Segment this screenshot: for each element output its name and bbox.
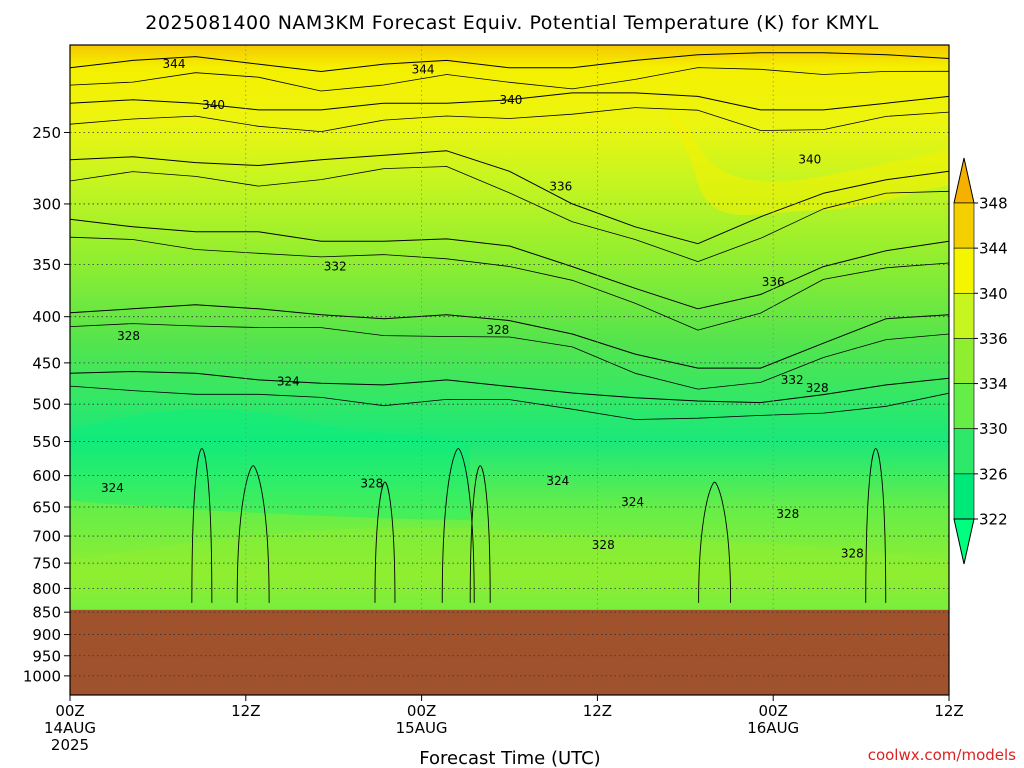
moist-band-left	[70, 409, 470, 520]
colorbar-extend-top	[953, 157, 975, 204]
source-watermark: coolwx.com/models	[867, 746, 1016, 764]
convective-plume-contour	[441, 448, 475, 603]
x-tick-label: 00Z	[759, 702, 788, 720]
plot-frame	[69, 44, 950, 696]
contour-label: 328	[841, 547, 864, 561]
x-tick-label: 00Z	[55, 702, 84, 720]
x-tick-label: 12Z	[231, 702, 260, 720]
convective-plume-contour	[191, 448, 213, 603]
isopleth-intermediate-332	[69, 236, 950, 331]
contour-label: 332	[324, 260, 347, 274]
chart-title: 2025081400 NAM3KM Forecast Equiv. Potent…	[145, 12, 878, 34]
y-axis: 250 300 350 400 450 500 550 600 650 700 750 800 850 9…	[23, 124, 70, 685]
grid	[70, 45, 949, 695]
field-background	[70, 45, 949, 610]
contour-label: 340	[798, 153, 821, 167]
isopleth-intermediate-344	[69, 67, 950, 92]
y-tick-label: 950	[32, 647, 61, 665]
y-tick-label: 850	[32, 604, 61, 622]
contour-label: 332	[781, 373, 804, 387]
isopleth-340	[69, 92, 950, 111]
colorbar-segment	[953, 247, 975, 294]
contour-label: 324	[621, 495, 644, 509]
y-tick-label: 800	[32, 580, 61, 598]
colorbar: 348 344 340 336 334 330 326 322	[953, 157, 1008, 565]
colorbar-label: 336	[979, 330, 1008, 348]
isopleth-324	[69, 371, 950, 404]
isopleth-intermediate-324	[69, 385, 950, 420]
y-tick-label: 350	[32, 256, 61, 274]
x-tick-label: 16AUG	[747, 719, 799, 737]
colorbar-extend-bottom	[953, 518, 975, 565]
isopleth-332	[69, 218, 950, 310]
x-tick-label: 2025	[51, 736, 89, 754]
x-tick-label: 14AUG	[44, 719, 96, 737]
contour-label: 328	[117, 329, 140, 343]
colorbar-label: 330	[979, 420, 1008, 438]
convective-plume-contour	[469, 465, 491, 603]
contour-label: 328	[776, 507, 799, 521]
y-tick-label: 900	[32, 626, 61, 644]
colorbar-label: 348	[979, 195, 1008, 213]
warm-patch-upper-right	[585, 70, 949, 215]
contour-label: 340	[202, 98, 225, 112]
dry-band-lower	[70, 527, 949, 610]
colorbar-segment	[953, 202, 975, 249]
contour-label: 328	[360, 476, 383, 490]
x-tick-label: 12Z	[934, 702, 963, 720]
y-tick-label: 1000	[23, 667, 61, 685]
contour-label: 336	[549, 180, 572, 194]
x-axis-label: Forecast Time (UTC)	[419, 748, 600, 768]
contour-label: 328	[592, 538, 615, 552]
contour-label: 328	[806, 381, 829, 395]
y-tick-label: 700	[32, 528, 61, 546]
y-tick-label: 550	[32, 433, 61, 451]
y-tick-label: 600	[32, 467, 61, 485]
y-tick-label: 500	[32, 396, 61, 414]
isopleth-344	[69, 52, 950, 72]
colorbar-segment	[953, 338, 975, 384]
contour-label: 328	[486, 323, 509, 337]
convective-plume-contour	[865, 448, 887, 603]
convective-plume-contour	[236, 465, 270, 603]
contour-label: 324	[546, 474, 569, 488]
colorbar-segment	[953, 383, 975, 430]
y-tick-label: 650	[32, 499, 61, 517]
colorbar-label: 340	[979, 285, 1008, 303]
colorbar-label: 322	[979, 511, 1008, 529]
isopleth-336	[69, 150, 950, 245]
contour-label: 344	[412, 63, 435, 77]
colorbar-label: 326	[979, 465, 1008, 483]
y-tick-label: 450	[32, 354, 61, 372]
y-tick-label: 250	[32, 124, 61, 142]
colorbar-segment	[953, 428, 975, 475]
colorbar-segment	[953, 292, 975, 339]
isopleth-intermediate-328	[69, 323, 950, 390]
x-tick-label: 15AUG	[396, 719, 448, 737]
x-tick-label: 00Z	[407, 702, 436, 720]
x-tick-label: 12Z	[583, 702, 612, 720]
isopleth-328	[69, 304, 950, 369]
y-tick-label: 400	[32, 308, 61, 326]
colorbar-label: 344	[979, 240, 1008, 258]
contour-layer	[69, 52, 950, 603]
contour-label: 344	[163, 57, 186, 71]
contour-label: 336	[762, 275, 785, 289]
y-tick-label: 750	[32, 555, 61, 573]
contour-label: 324	[101, 481, 124, 495]
contour-label: 324	[277, 375, 300, 389]
isopleth-intermediate-336	[69, 166, 950, 262]
contour-label: 340	[500, 93, 523, 107]
isopleth-intermediate-340	[69, 107, 950, 132]
y-tick-label: 300	[32, 195, 61, 213]
colorbar-label: 334	[979, 375, 1008, 393]
colorbar-segment	[953, 473, 975, 520]
ground-below-surface	[70, 609, 949, 695]
